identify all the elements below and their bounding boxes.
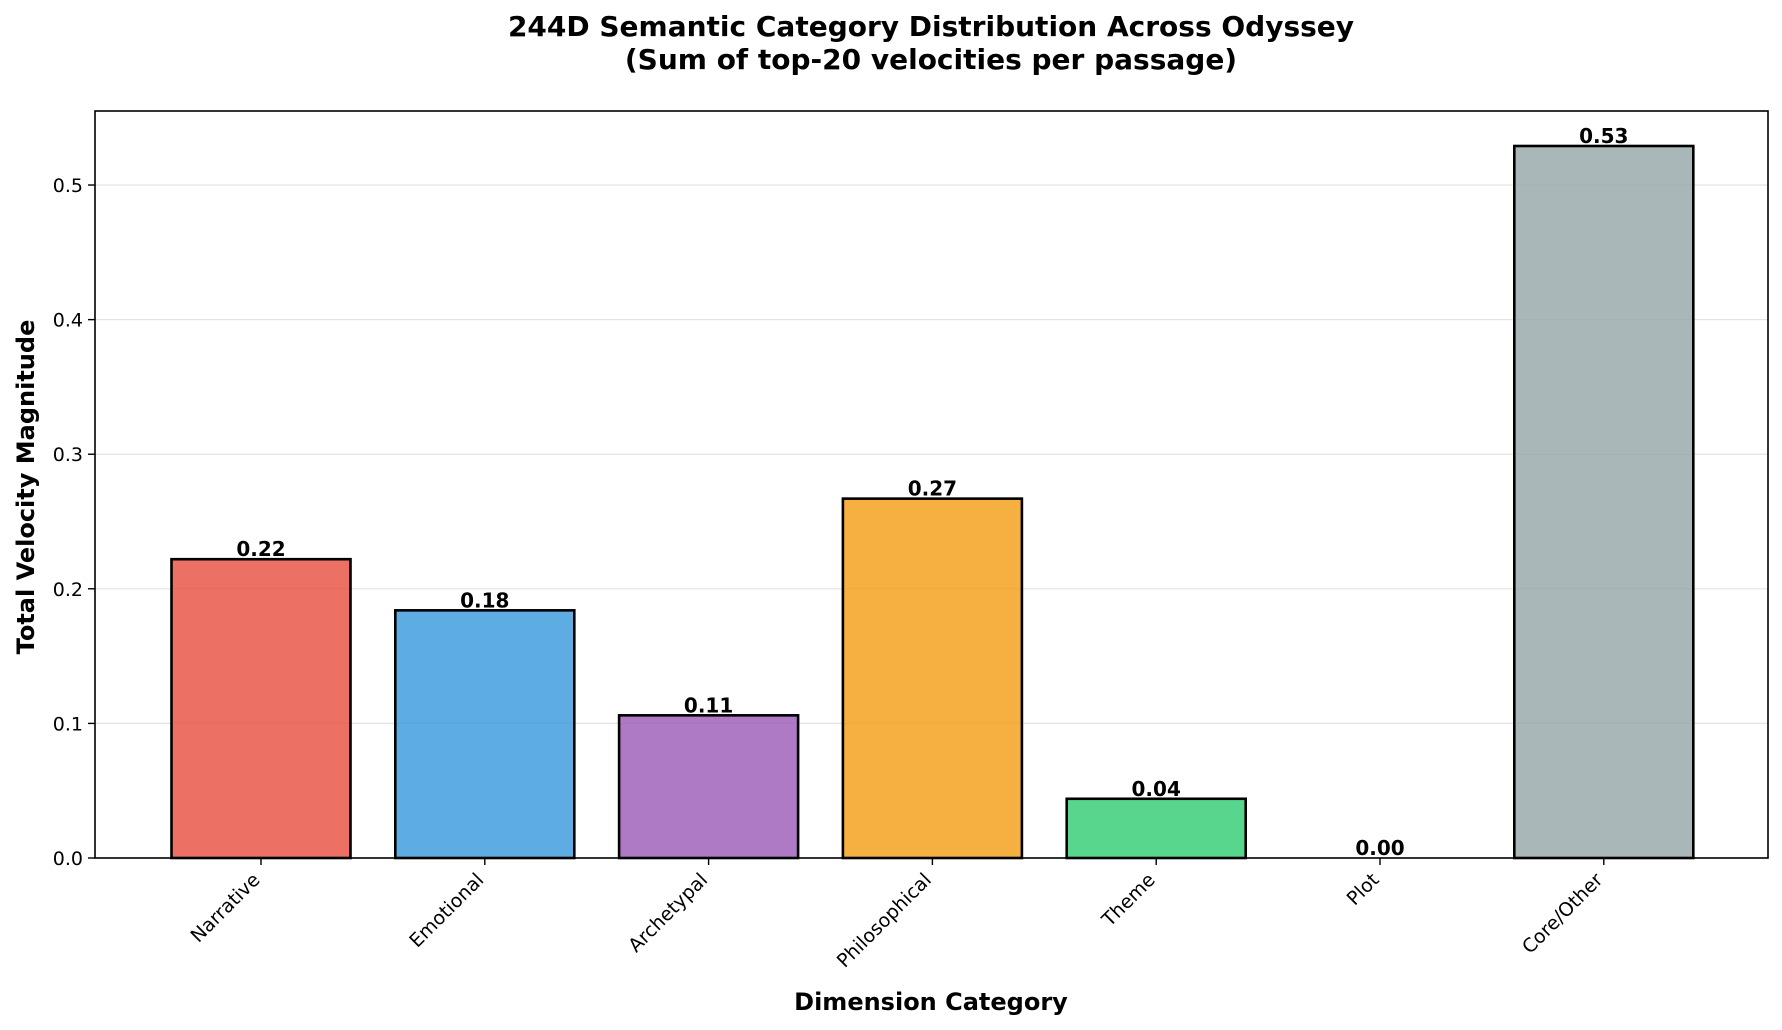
y-tick-label: 0.4 xyxy=(53,310,83,332)
y-tick-label: 0.0 xyxy=(53,848,83,870)
bar-value-label: 0.18 xyxy=(460,588,509,612)
bar-narrative xyxy=(170,557,352,860)
bar-theme xyxy=(1065,797,1247,860)
y-tick-label: 0.3 xyxy=(53,444,83,466)
bar-value-label: 0.27 xyxy=(908,477,957,501)
grid-lines xyxy=(95,184,1768,725)
x-axis: Narrative Emotional Archetypal Philosophica… xyxy=(186,858,1607,972)
bar-archetypal xyxy=(617,714,800,860)
value-labels: 0.22 0.18 0.11 0.27 0.04 0.00 0.53 xyxy=(236,124,1628,860)
x-tick-label: Archetypal xyxy=(624,869,712,957)
y-tick-label: 0.1 xyxy=(53,713,83,735)
x-tick-label: Theme xyxy=(1097,869,1160,932)
bar-philosophical xyxy=(841,497,1024,860)
bars xyxy=(170,144,1695,860)
x-tick-label: Philosophical xyxy=(833,869,936,972)
x-tick-label: Emotional xyxy=(405,869,488,952)
bar-emotional xyxy=(393,609,576,860)
bar-value-label: 0.00 xyxy=(1355,836,1404,860)
x-tick-label: Plot xyxy=(1343,869,1384,910)
bar-core-other xyxy=(1513,144,1695,860)
bar-value-label: 0.22 xyxy=(236,537,285,561)
plot-frame xyxy=(94,110,1769,859)
chart-title-line2: (Sum of top-20 velocities per passage) xyxy=(625,43,1237,76)
bar-value-label: 0.53 xyxy=(1579,124,1628,148)
y-tick-label: 0.5 xyxy=(53,175,83,197)
x-tick-label: Core/Other xyxy=(1518,869,1607,958)
y-tick-label: 0.2 xyxy=(53,579,83,601)
y-axis-label: Total Velocity Magnitude xyxy=(12,320,40,655)
x-tick-label: Narrative xyxy=(186,869,264,947)
x-axis-label: Dimension Category xyxy=(794,988,1068,1016)
bar-value-label: 0.04 xyxy=(1132,777,1181,801)
y-axis: 0.0 0.1 0.2 0.3 0.4 0.5 xyxy=(53,175,95,870)
chart-title-line1: 244D Semantic Category Distribution Acro… xyxy=(508,10,1354,43)
bar-value-label: 0.11 xyxy=(684,693,733,717)
